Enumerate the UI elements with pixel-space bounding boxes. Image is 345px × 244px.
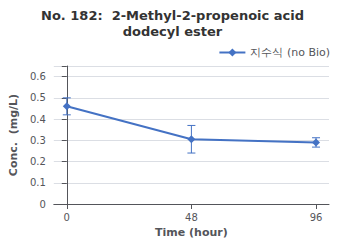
svg-text:0.5: 0.5 (30, 92, 46, 103)
svg-text:0.3: 0.3 (30, 135, 46, 146)
svg-text:48: 48 (185, 212, 198, 223)
svg-text:96: 96 (310, 212, 323, 223)
svg-text:Time (hour): Time (hour) (155, 226, 228, 239)
svg-text:지수식 (no Bio): 지수식 (no Bio) (250, 46, 330, 59)
svg-text:0.2: 0.2 (30, 156, 46, 167)
svg-text:dodecyl ester: dodecyl ester (123, 24, 223, 39)
svg-text:0.1: 0.1 (30, 177, 46, 188)
svg-text:0.4: 0.4 (30, 114, 46, 125)
svg-text:No. 182: 2-Methyl-2-propenoic: No. 182: 2-Methyl-2-propenoic acid (41, 8, 304, 23)
svg-text:0: 0 (39, 199, 45, 210)
svg-text:Conc. (mg/L): Conc. (mg/L) (7, 94, 20, 176)
svg-text:0: 0 (64, 212, 70, 223)
svg-text:0.6: 0.6 (30, 71, 46, 82)
